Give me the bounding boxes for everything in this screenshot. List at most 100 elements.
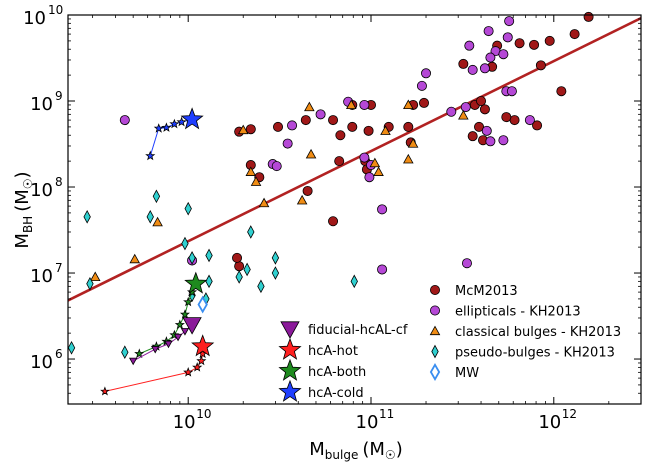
data-point-mcm2013 (347, 121, 358, 132)
legend-marker-pseudo-bulges (431, 344, 439, 359)
data-point-classical (304, 101, 315, 112)
data-point-mcm2013 (479, 104, 490, 115)
y-tick-label: 10 (23, 8, 46, 29)
data-point-mcm2013 (467, 131, 478, 142)
data-point-classical (129, 253, 141, 264)
data-point-pseudo-bulges (121, 345, 129, 360)
data-point-ellipticals (502, 32, 513, 43)
y-tick-exponent: 9 (55, 89, 63, 103)
data-point-pseudo-bulges (188, 251, 196, 265)
legend-label: hcA-hot (308, 344, 358, 359)
track-point-hcA-both (134, 348, 145, 359)
track-point-hcA-both (184, 271, 208, 294)
track-point-fiducial-hcAL-cf (173, 333, 183, 342)
data-point-pseudo-bulges (86, 276, 94, 291)
data-point-ellipticals (498, 135, 509, 146)
data-point-mcm2013 (544, 35, 555, 46)
data-point-mcm2013 (232, 252, 243, 263)
track-point-hcA-hot (192, 362, 203, 372)
data-point-mcm2013 (334, 156, 345, 167)
data-point-classical (458, 109, 469, 120)
track-point-fiducial-hcAL-cf (180, 328, 190, 336)
data-point-ellipticals (498, 49, 509, 60)
data-point-ellipticals (315, 109, 326, 120)
track-point-hcA-both (186, 286, 198, 297)
data-point-ellipticals (506, 86, 517, 97)
data-point-mcm2013 (532, 120, 543, 131)
x-tick-label: 10 (173, 412, 196, 433)
data-point-ellipticals (282, 138, 293, 149)
data-point-mcm2013 (234, 261, 245, 272)
data-point-ellipticals (364, 172, 375, 183)
legend-label: classical bulges - KH2013 (455, 325, 621, 340)
track-point-hcA-hot (196, 355, 207, 366)
track-point-hcA-cold (169, 118, 180, 129)
fit-line (67, 16, 642, 302)
data-point-mcm2013 (501, 112, 512, 123)
data-point-ellipticals (421, 68, 432, 79)
data-point-ellipticals (460, 102, 471, 113)
legend-label: fiducial-hcAL-cf (308, 323, 408, 338)
data-point-pseudo-bulges (205, 274, 213, 289)
data-point-pseudo-bulges (350, 274, 358, 289)
track-point-hcA-both (174, 319, 185, 330)
data-point-pseudo-bulges (152, 189, 161, 204)
x-axis-label: Mbulge (M☉) (309, 439, 402, 462)
data-point-pseudo-bulges (235, 270, 243, 284)
data-point-classical (89, 271, 101, 282)
data-point-ellipticals (359, 99, 370, 110)
data-point-ellipticals (485, 52, 496, 63)
data-point-ellipticals (485, 136, 496, 147)
data-point-mcm2013 (583, 11, 594, 22)
track-line-hcA-cold (149, 119, 193, 157)
x-tick-exponent: 10 (196, 407, 211, 421)
y-tick-label: 10 (30, 352, 53, 373)
track-point-hcA-cold (161, 122, 172, 132)
data-point-pseudo-bulges (146, 210, 154, 224)
data-point-classical (345, 99, 357, 110)
data-point-pseudo-bulges (181, 236, 189, 251)
data-point-classical (245, 166, 257, 176)
data-point-pseudo-bulges (83, 210, 91, 224)
legend-marker-ellipticals (429, 305, 440, 316)
data-point-ellipticals (416, 80, 427, 91)
track-point-fiducial-hcAL-cf (128, 357, 138, 366)
data-point-pseudo-bulges (257, 279, 265, 294)
data-point-mcm2013 (403, 121, 414, 132)
data-point-mcm2013 (476, 96, 487, 107)
data-point-classical (369, 157, 381, 168)
data-point-pseudo-bulges (184, 201, 192, 216)
x-tick-label: 10 (356, 412, 379, 433)
data-point-ellipticals (119, 115, 130, 126)
data-point-mcm2013 (273, 121, 284, 132)
legend-marker-mw (429, 363, 441, 381)
data-point-mcm2013 (529, 39, 540, 50)
track-point-hcA-cold (153, 123, 164, 133)
data-point-ellipticals (481, 125, 492, 136)
data-point-ellipticals (483, 26, 494, 37)
data-point-pseudo-bulges (243, 262, 251, 277)
data-point-ellipticals (377, 264, 388, 275)
track-point-hcA-hot (183, 367, 194, 377)
data-point-ellipticals (446, 106, 457, 117)
x-tick-exponent: 11 (379, 407, 394, 421)
data-point-mcm2013 (514, 38, 525, 49)
y-tick-exponent: 7 (55, 261, 63, 275)
legend-label: pseudo-bulges - KH2013 (455, 346, 615, 361)
data-point-ellipticals (467, 64, 478, 75)
data-point-mcm2013 (363, 125, 374, 136)
track-point-hcA-cold (176, 116, 187, 127)
y-tick-label: 10 (30, 94, 53, 115)
legend-marker-fiducial-hcAL-cf (280, 321, 300, 339)
track-point-hcA-both (179, 309, 190, 319)
data-point-ellipticals (377, 204, 388, 215)
y-tick-label: 10 (30, 266, 53, 287)
data-point-mcm2013 (328, 115, 339, 126)
data-point-mcm2013 (300, 115, 311, 126)
data-point-ellipticals (479, 63, 490, 74)
data-point-classical (407, 138, 419, 148)
x-tick-label: 10 (538, 412, 561, 433)
data-point-pseudo-bulges (247, 225, 255, 239)
track-point-hcA-both (183, 296, 194, 307)
